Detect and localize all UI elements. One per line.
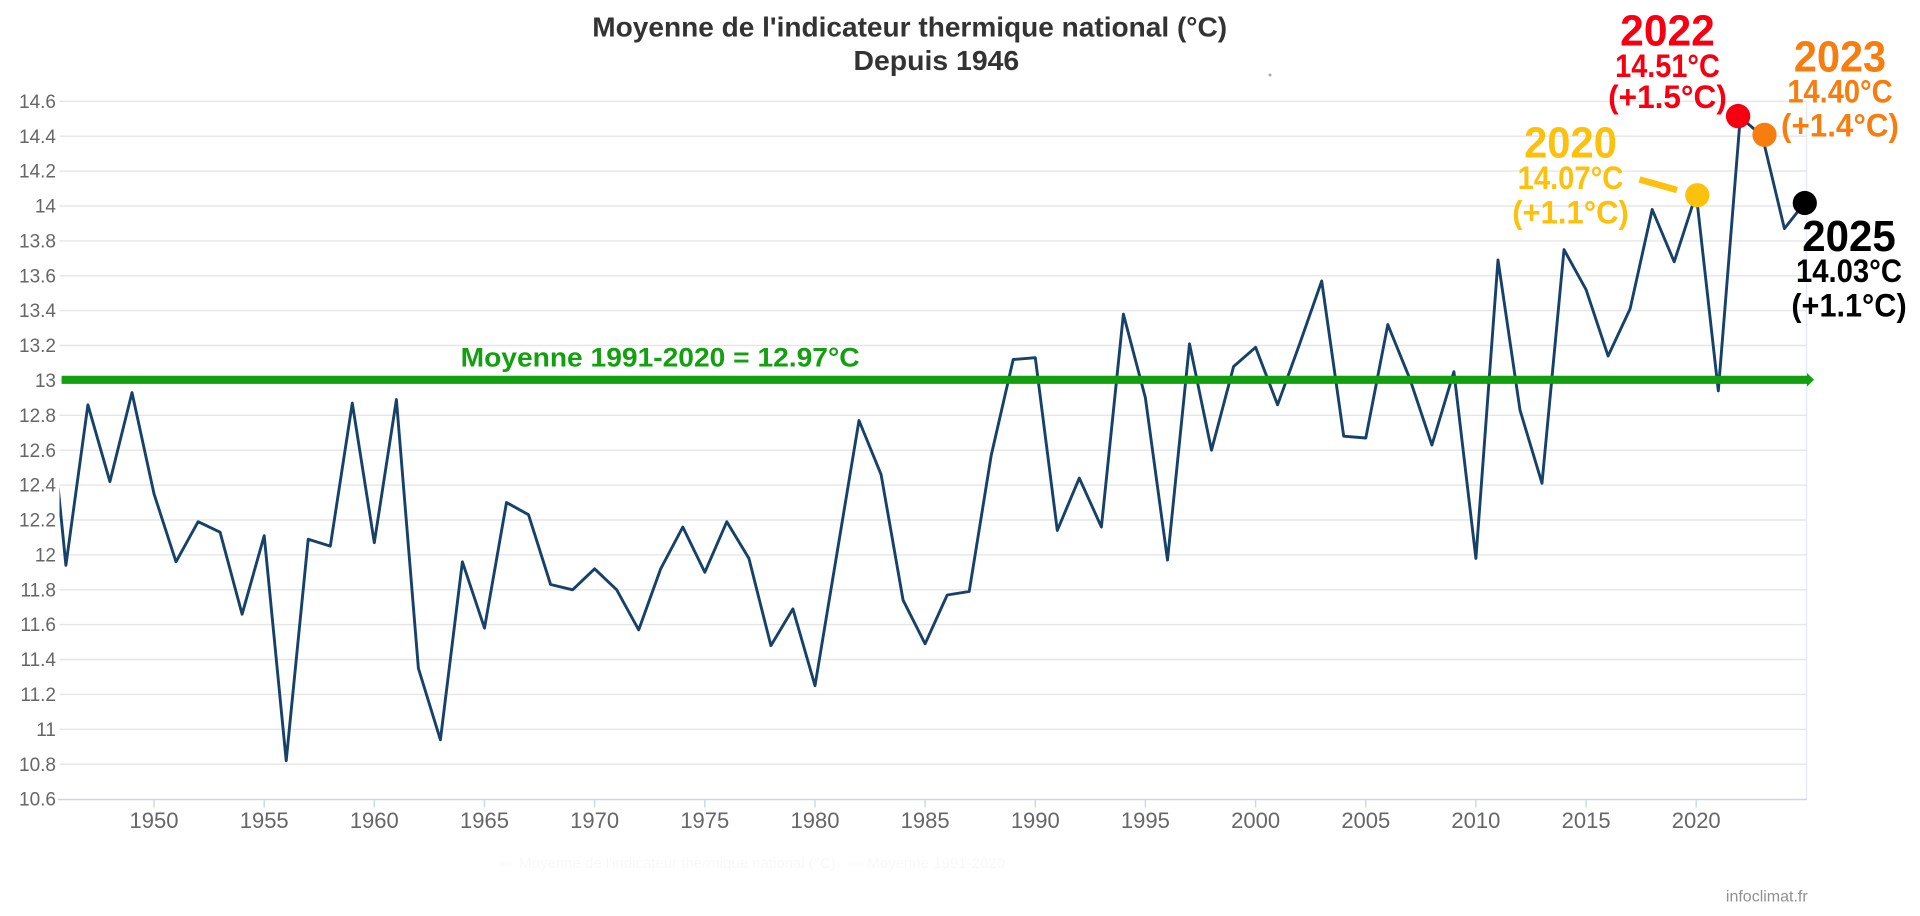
svg-text:(+1.1°C): (+1.1°C) <box>1791 288 1906 324</box>
svg-text:1960: 1960 <box>350 808 399 833</box>
svg-text:2022: 2022 <box>1620 7 1715 56</box>
svg-text:14: 14 <box>35 197 57 218</box>
svg-text:12.8: 12.8 <box>19 406 56 427</box>
svg-text:1995: 1995 <box>1121 808 1170 833</box>
svg-text:12: 12 <box>35 546 56 567</box>
svg-text:1955: 1955 <box>240 808 289 833</box>
svg-text:11.8: 11.8 <box>20 580 56 601</box>
svg-text:12.4: 12.4 <box>19 476 56 497</box>
svg-text:1950: 1950 <box>130 808 179 833</box>
svg-text:13: 13 <box>35 371 56 392</box>
svg-text:infoclimat.fr: infoclimat.fr <box>1726 889 1808 906</box>
svg-text:12.6: 12.6 <box>19 441 56 462</box>
svg-text:1970: 1970 <box>570 808 619 833</box>
svg-text:Moyenne de l'indicateur thermi: Moyenne de l'indicateur thermique nation… <box>592 11 1227 42</box>
svg-text:1975: 1975 <box>680 808 729 833</box>
svg-text:2020: 2020 <box>1672 808 1721 833</box>
svg-text:11.6: 11.6 <box>20 615 56 636</box>
svg-text:14.03°C: 14.03°C <box>1796 253 1902 289</box>
svg-text:1965: 1965 <box>460 808 509 833</box>
svg-text:11.2: 11.2 <box>20 685 56 706</box>
svg-text:2025: 2025 <box>1802 212 1896 261</box>
svg-text:1990: 1990 <box>1011 808 1060 833</box>
svg-text:2015: 2015 <box>1562 808 1611 833</box>
svg-text:10.6: 10.6 <box>19 790 56 811</box>
svg-text:12.2: 12.2 <box>19 511 56 532</box>
svg-text:14.4: 14.4 <box>19 127 56 148</box>
svg-text:2005: 2005 <box>1341 808 1390 833</box>
svg-text:Depuis 1946: Depuis 1946 <box>854 45 1020 76</box>
svg-text:(+1.4°C): (+1.4°C) <box>1781 107 1899 143</box>
svg-text:— Moyenne de l'indicateur ther: — Moyenne de l'indicateur thermique nati… <box>500 855 1005 872</box>
svg-text:13.6: 13.6 <box>19 266 56 287</box>
svg-text:(+1.5°C): (+1.5°C) <box>1608 79 1727 115</box>
svg-text:2020: 2020 <box>1524 118 1617 167</box>
svg-text:Moyenne 1991-2020 = 12.97°C: Moyenne 1991-2020 = 12.97°C <box>461 343 860 373</box>
svg-text:10.8: 10.8 <box>19 755 56 776</box>
svg-text:1985: 1985 <box>901 808 950 833</box>
svg-text:2023: 2023 <box>1794 33 1886 82</box>
svg-text:11: 11 <box>36 720 56 741</box>
svg-text:14.40°C: 14.40°C <box>1787 73 1892 109</box>
svg-text:14.51°C: 14.51°C <box>1615 48 1720 84</box>
svg-text:11.4: 11.4 <box>20 650 56 671</box>
svg-text:13.8: 13.8 <box>19 232 56 253</box>
svg-text:(+1.1°C): (+1.1°C) <box>1512 194 1629 230</box>
svg-text:14.6: 14.6 <box>19 92 56 113</box>
svg-text:14.07°C: 14.07°C <box>1518 160 1624 196</box>
svg-text:1980: 1980 <box>791 808 840 833</box>
svg-text:2000: 2000 <box>1231 808 1280 833</box>
svg-text:13.2: 13.2 <box>19 336 56 357</box>
svg-text:14.2: 14.2 <box>19 162 56 183</box>
svg-text:13.4: 13.4 <box>19 301 56 322</box>
svg-text:2010: 2010 <box>1451 808 1500 833</box>
